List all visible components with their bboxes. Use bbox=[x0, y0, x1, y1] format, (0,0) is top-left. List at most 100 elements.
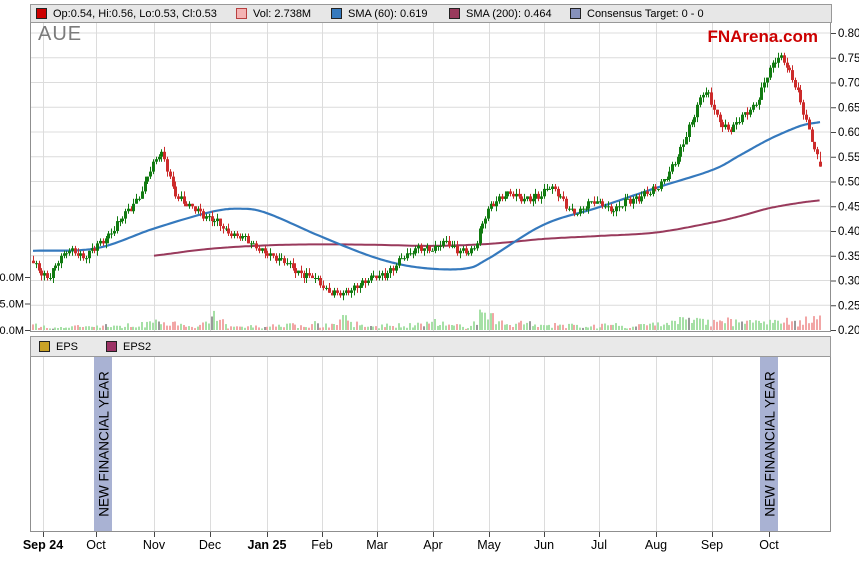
month-axis-label: Oct bbox=[759, 538, 779, 552]
candle-body bbox=[336, 290, 339, 293]
volume-bar bbox=[481, 312, 483, 330]
candle-body bbox=[180, 196, 183, 199]
volume-bar bbox=[96, 326, 98, 331]
candle-body bbox=[540, 196, 543, 199]
volume-bar bbox=[509, 325, 511, 330]
volume-bar bbox=[660, 326, 662, 330]
volume-bar bbox=[381, 325, 383, 331]
volume-bar bbox=[160, 324, 162, 330]
volume-bar bbox=[174, 322, 176, 331]
candle-body bbox=[121, 219, 124, 222]
candle-body bbox=[350, 290, 353, 293]
nfy-annotations: NEW FINANCIAL YEARNEW FINANCIAL YEAR bbox=[94, 357, 778, 531]
volume-bar bbox=[744, 324, 746, 330]
candle-body bbox=[43, 273, 46, 276]
candle-body bbox=[741, 115, 744, 122]
candle-body bbox=[297, 271, 300, 274]
ohlc-legend-label: Op:0.54, Hi:0.56, Lo:0.53, Cl:0.53 bbox=[53, 8, 217, 20]
volume-bar bbox=[766, 324, 768, 330]
volume-bar bbox=[49, 328, 51, 330]
candle-body bbox=[688, 125, 691, 137]
fnarena-watermark-link[interactable]: FNArena.com bbox=[707, 27, 818, 47]
volume-bar bbox=[562, 325, 564, 330]
candle-body bbox=[219, 219, 222, 226]
candle-body bbox=[434, 246, 437, 251]
volume-bar bbox=[135, 327, 137, 330]
volume-bar bbox=[774, 320, 776, 330]
volume-bar bbox=[127, 323, 129, 330]
candle-body bbox=[280, 258, 283, 259]
candle-body bbox=[230, 234, 233, 237]
month-axis-label: Jun bbox=[534, 538, 554, 552]
volume-bar bbox=[423, 326, 425, 330]
volume-bar bbox=[180, 324, 182, 330]
candle-body bbox=[294, 268, 297, 273]
volume-bar bbox=[769, 320, 771, 330]
candle-body bbox=[777, 58, 780, 63]
volume-bar bbox=[788, 325, 790, 330]
volume-bar bbox=[163, 322, 165, 330]
volume-bar bbox=[802, 325, 804, 330]
volume-bar bbox=[119, 326, 121, 330]
volume-bar bbox=[688, 318, 690, 330]
candle-body bbox=[749, 110, 752, 115]
volume-bar bbox=[431, 322, 433, 330]
candle-body bbox=[445, 241, 448, 242]
candle-body bbox=[322, 286, 325, 289]
volume-bar bbox=[459, 324, 461, 330]
candle-body bbox=[473, 248, 476, 249]
candle-body bbox=[512, 194, 515, 197]
candle-body bbox=[568, 209, 571, 210]
main-legend-bar: Op:0.54, Hi:0.56, Lo:0.53, Cl:0.53 Vol: … bbox=[30, 4, 832, 23]
volume-bar bbox=[540, 325, 542, 330]
volume-bar bbox=[679, 317, 681, 330]
volume-bar bbox=[138, 327, 140, 330]
volume-bar bbox=[652, 323, 654, 330]
volume-bar bbox=[632, 327, 634, 330]
candle-body bbox=[794, 80, 797, 87]
volume-bar bbox=[300, 325, 302, 330]
candle-body bbox=[308, 273, 311, 276]
nfy-label: NEW FINANCIAL YEAR bbox=[763, 371, 778, 517]
candle-body bbox=[459, 251, 462, 254]
volume-bar bbox=[621, 326, 623, 330]
volume-bar bbox=[32, 324, 34, 330]
volume-bar bbox=[601, 324, 603, 330]
volume-bar bbox=[599, 327, 601, 330]
candle-body bbox=[515, 194, 518, 197]
volume-bar bbox=[699, 319, 701, 330]
legend-item-eps: EPS bbox=[39, 337, 78, 356]
volume-bar bbox=[590, 326, 592, 330]
candle-body bbox=[414, 248, 417, 253]
candle-body bbox=[119, 221, 122, 222]
volume-bar bbox=[755, 320, 757, 330]
volume-bar bbox=[615, 323, 617, 330]
candle-body bbox=[138, 199, 141, 200]
volume-bar bbox=[420, 324, 422, 330]
price-axis-label: 0.20 bbox=[838, 325, 859, 337]
candle-body bbox=[144, 182, 147, 192]
volume-bar bbox=[557, 326, 559, 330]
volume-bar bbox=[462, 327, 464, 330]
price-axis-label: 0.45 bbox=[838, 201, 859, 213]
candle-body bbox=[158, 157, 161, 160]
candle-body bbox=[557, 189, 560, 196]
volume-bar bbox=[317, 323, 319, 330]
candle-body bbox=[506, 191, 509, 196]
volume-bar bbox=[247, 326, 249, 330]
volume-bar bbox=[610, 325, 612, 330]
candle-body bbox=[258, 248, 261, 251]
candle-body bbox=[780, 55, 783, 58]
volume-bar bbox=[763, 322, 765, 331]
candle-body bbox=[643, 191, 646, 196]
candle-body bbox=[35, 263, 38, 264]
volume-bar bbox=[297, 328, 299, 330]
candle-body bbox=[163, 152, 166, 159]
volume-bar bbox=[682, 317, 684, 330]
legend-item-sma200: SMA (200): 0.464 bbox=[449, 5, 552, 22]
eps-panel-frame bbox=[31, 337, 831, 532]
volume-bar bbox=[649, 324, 651, 330]
volume-bar bbox=[696, 318, 698, 330]
candle-body bbox=[576, 214, 579, 215]
volume-bar bbox=[512, 327, 514, 330]
